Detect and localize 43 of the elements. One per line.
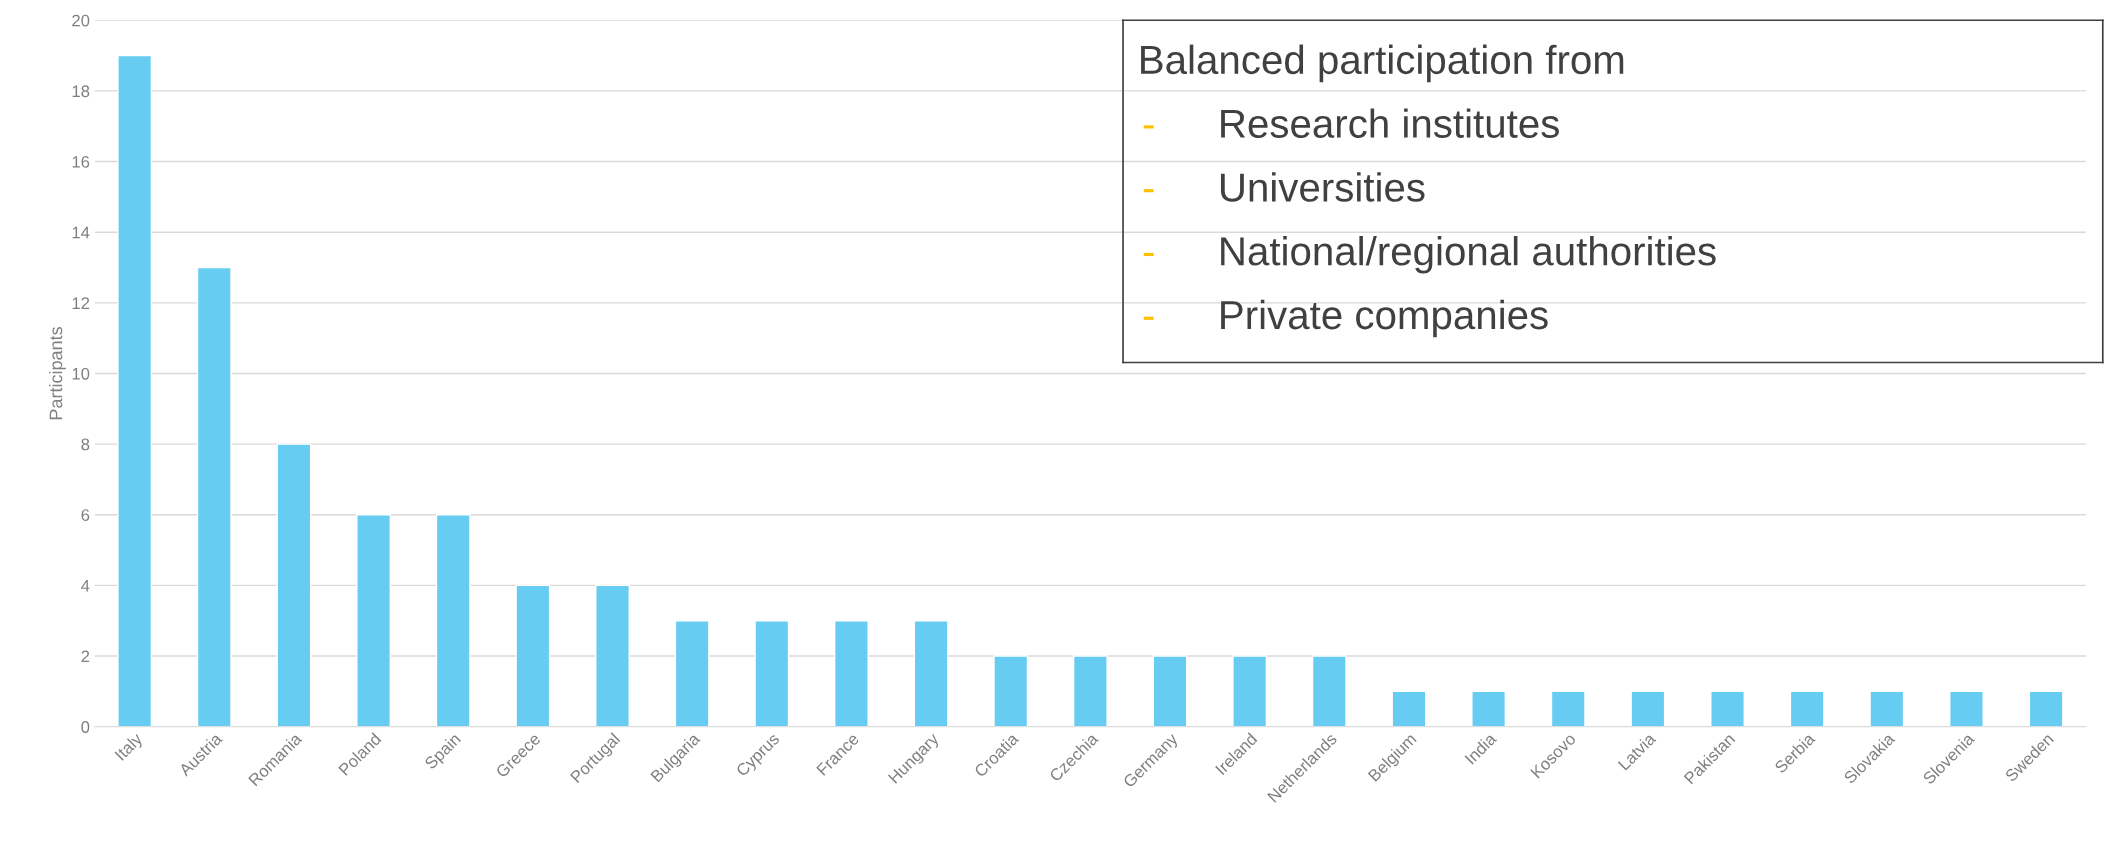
y-tick-label: 10 (72, 367, 90, 380)
annotation: Balanced participation from (1141, 44, 1624, 83)
y-tick-label: 14 (72, 226, 90, 239)
text: - National/regional authorities (1143, 235, 1716, 274)
x-tick-label: Italy (114, 731, 146, 764)
bar (196, 266, 232, 727)
bar (1391, 690, 1427, 727)
bar (754, 620, 790, 727)
bar (2028, 690, 2064, 727)
text: - Private companies (1143, 299, 1548, 338)
bar (913, 620, 949, 727)
y-tick-label: 20 (72, 14, 90, 27)
bar (993, 655, 1029, 727)
bar (834, 620, 869, 727)
bar (674, 620, 710, 727)
bar (1152, 655, 1188, 727)
y-tick-label: 0 (81, 721, 90, 733)
bar (1789, 690, 1825, 727)
bar (435, 514, 471, 727)
bar (1072, 655, 1108, 727)
bar (1550, 690, 1586, 727)
y-tick-label: 18 (72, 85, 90, 98)
y-axis-title: Participants (49, 326, 66, 420)
bar (1311, 655, 1347, 727)
bar (356, 514, 391, 727)
bar (117, 54, 153, 727)
y-tick-label: 12 (72, 297, 90, 309)
y-tick-label: 16 (72, 155, 90, 168)
y-tick-label: 2 (81, 650, 90, 663)
text: - Research institutes (1143, 108, 1559, 138)
text: - Universities (1143, 172, 1425, 202)
bar (1232, 655, 1268, 727)
y-tick-label: 8 (81, 438, 90, 451)
y-tick-label: 4 (81, 579, 90, 592)
bar (1710, 690, 1745, 727)
bar (1471, 690, 1507, 727)
bar (595, 584, 630, 727)
y-tick-label: 6 (81, 509, 90, 521)
bar (276, 443, 312, 727)
bar (1869, 690, 1905, 727)
bar (515, 584, 551, 727)
bar (1630, 690, 1666, 727)
bar (1949, 690, 1984, 727)
